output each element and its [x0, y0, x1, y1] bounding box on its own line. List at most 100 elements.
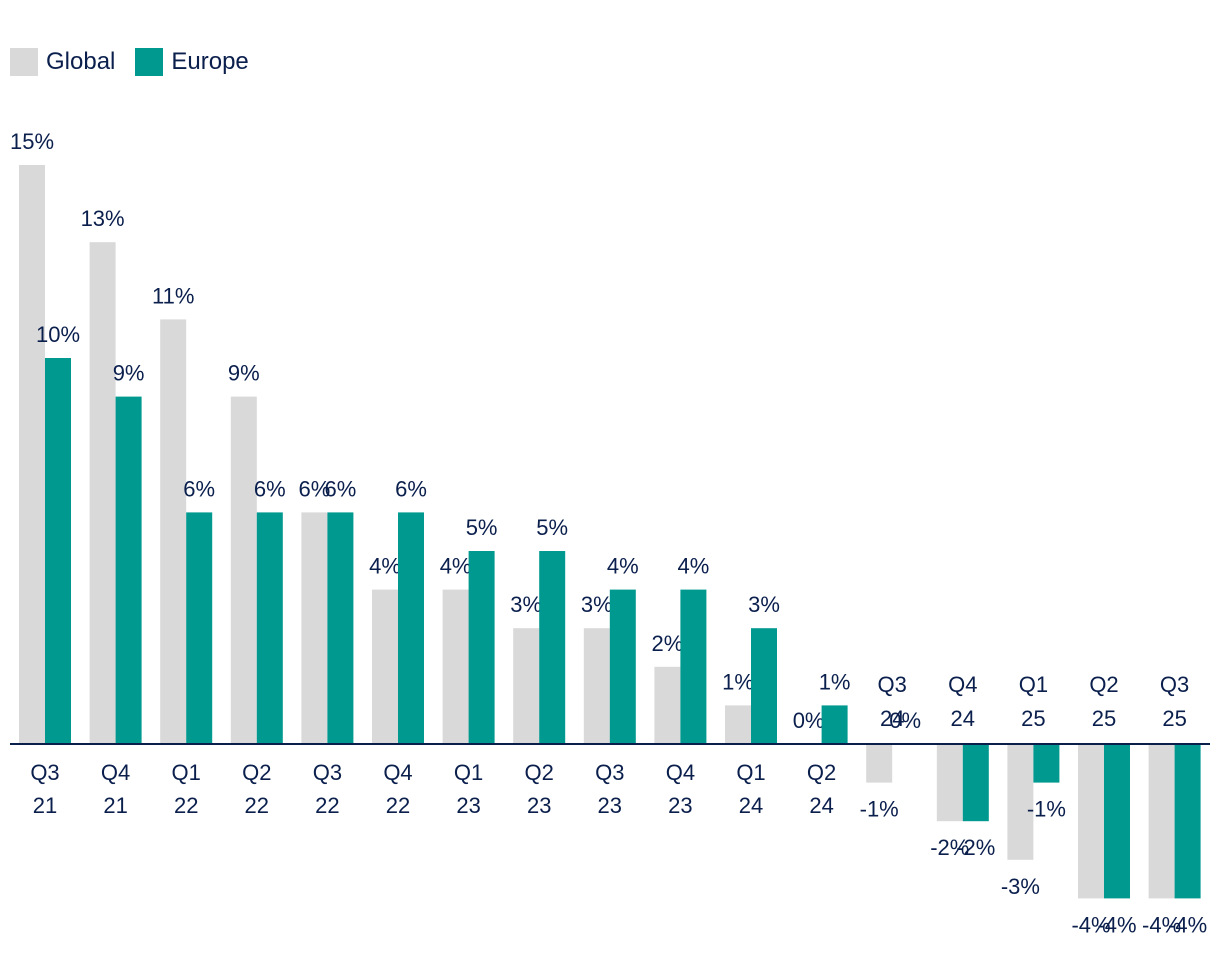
x-tick-quarter-4: Q3 [313, 760, 342, 785]
x-tick-quarter-12: Q3 [878, 672, 907, 697]
x-tick-quarter-8: Q3 [595, 760, 624, 785]
bar-europe-11 [821, 705, 848, 744]
x-tick-quarter-3: Q2 [242, 760, 271, 785]
bar-global-0 [19, 165, 45, 744]
bar-global-7 [513, 628, 540, 744]
x-tick-year-1: 21 [103, 793, 127, 818]
bar-europe-0 [45, 358, 71, 744]
x-tick-quarter-7: Q2 [525, 760, 554, 785]
x-tick-quarter-11: Q2 [807, 760, 836, 785]
x-tick-year-4: 22 [315, 793, 339, 818]
bar-europe-14 [1033, 744, 1060, 783]
legend-label-global: Global [46, 48, 116, 75]
legend: Global Europe [10, 48, 249, 76]
data-label-europe-6: 5% [466, 515, 498, 540]
bar-global-3 [230, 396, 257, 744]
data-label-global-7: 3% [510, 592, 542, 617]
data-label-europe-9: 4% [678, 554, 710, 579]
bar-europe-8 [609, 589, 636, 744]
x-tick-quarter-13: Q4 [948, 672, 977, 697]
x-tick-year-10: 24 [739, 793, 763, 818]
bar-europe-13 [962, 744, 989, 822]
data-label-global-3: 9% [228, 361, 260, 386]
bar-europe-9 [680, 589, 707, 744]
data-label-global-13: -2% [930, 835, 969, 860]
bar-europe-7 [539, 551, 566, 744]
x-tick-quarter-2: Q1 [172, 760, 201, 785]
x-tick-label-8: Q3 23 [595, 760, 624, 818]
bar-europe-4 [327, 512, 354, 744]
x-tick-label-7: Q2 23 [525, 760, 554, 818]
data-label-europe-14: -1% [1027, 797, 1066, 822]
bar-global-4 [301, 512, 328, 744]
bar-global-6 [442, 589, 469, 744]
bar-europe-5 [398, 512, 424, 744]
bar-europe-10 [751, 628, 777, 744]
x-tick-year-5: 22 [386, 793, 410, 818]
x-tick-quarter-6: Q1 [454, 760, 483, 785]
x-tick-label-1: Q4 21 [101, 760, 130, 818]
bar-global-14 [1007, 744, 1034, 860]
x-tick-quarter-0: Q3 [30, 760, 59, 785]
bar-europe-15 [1104, 744, 1130, 899]
legend-item-global: Global [10, 48, 115, 76]
x-tick-year-7: 23 [527, 793, 551, 818]
data-label-europe-0: 10% [36, 322, 80, 347]
x-tick-label-10: Q1 24 [736, 760, 765, 818]
x-tick-year-2: 22 [174, 793, 198, 818]
x-tick-year-6: 23 [456, 793, 480, 818]
x-tick-label-14: Q1 25 [1019, 672, 1048, 731]
data-label-europe-8: 4% [607, 554, 639, 579]
data-label-europe-4: 6% [325, 476, 357, 501]
data-label-europe-2: 6% [183, 476, 215, 501]
x-tick-year-8: 23 [598, 793, 622, 818]
bar-europe-6 [468, 551, 495, 744]
data-label-europe-13: -2% [956, 835, 995, 860]
x-tick-label-4: Q3 22 [313, 760, 342, 818]
data-label-global-8: 3% [581, 592, 613, 617]
data-label-europe-1: 9% [113, 361, 145, 386]
bar-global-12 [866, 744, 893, 783]
x-tick-label-0: Q3 21 [30, 760, 59, 818]
bar-europe-3 [256, 512, 283, 744]
data-label-global-1: 13% [81, 206, 125, 231]
x-tick-year-15: 25 [1092, 706, 1116, 731]
x-tick-label-13: Q4 24 [948, 672, 977, 731]
legend-item-europe: Europe [135, 48, 249, 76]
bar-europe-2 [186, 512, 213, 744]
bar-global-13 [936, 744, 963, 822]
data-label-global-14: -3% [1001, 874, 1040, 899]
data-label-global-0: 15% [10, 129, 54, 154]
data-label-europe-11: 1% [819, 669, 851, 694]
x-tick-year-3: 22 [245, 793, 269, 818]
data-label-global-5: 4% [369, 554, 401, 579]
bar-global-16 [1148, 744, 1175, 899]
data-label-europe-10: 3% [748, 592, 780, 617]
data-label-global-16: -4% [1142, 912, 1181, 937]
bar-europe-1 [115, 396, 142, 744]
x-tick-quarter-5: Q4 [383, 760, 412, 785]
x-tick-label-5: Q4 22 [383, 760, 412, 818]
data-label-global-9: 2% [652, 631, 684, 656]
x-tick-quarter-10: Q1 [736, 760, 765, 785]
data-label-global-10: 1% [722, 669, 754, 694]
x-tick-label-9: Q4 23 [666, 760, 695, 818]
data-label-global-4: 6% [299, 476, 331, 501]
bar-global-9 [654, 666, 681, 744]
data-label-global-12: -1% [860, 797, 899, 822]
data-label-europe-3: 6% [254, 476, 286, 501]
x-tick-year-9: 23 [668, 793, 692, 818]
x-tick-quarter-16: Q3 [1160, 672, 1189, 697]
x-tick-quarter-9: Q4 [666, 760, 695, 785]
x-tick-quarter-1: Q4 [101, 760, 130, 785]
x-tick-label-16: Q3 25 [1160, 672, 1189, 731]
x-tick-year-12: 24 [880, 706, 904, 731]
x-tick-label-2: Q1 22 [172, 760, 201, 818]
data-label-global-11: 0% [793, 708, 825, 733]
x-tick-year-0: 21 [33, 793, 57, 818]
bar-global-5 [372, 589, 398, 744]
bar-europe-16 [1174, 744, 1201, 899]
x-tick-quarter-14: Q1 [1019, 672, 1048, 697]
